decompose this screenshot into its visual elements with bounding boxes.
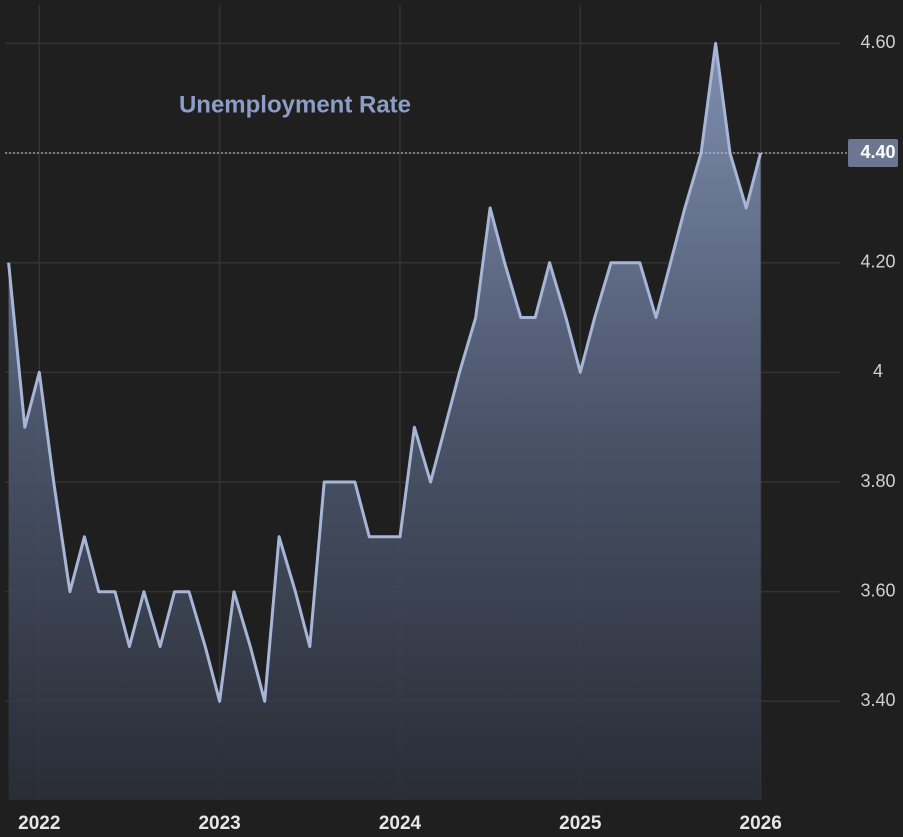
x-tick-label: 2022 <box>18 813 60 834</box>
y-tick-label: 4.20 <box>860 251 895 271</box>
y-tick-label: 4.40 <box>860 142 895 162</box>
last-value-box <box>848 139 898 168</box>
x-tick-label: 2024 <box>379 813 422 834</box>
line <box>7 41 763 703</box>
x-tick-label: 2025 <box>559 813 602 834</box>
x-tick-label: 2026 <box>740 813 782 834</box>
y-tick-label: 4 <box>873 361 883 381</box>
y-tick-label: 4.60 <box>860 32 895 52</box>
area <box>8 43 761 800</box>
y-tick-label: 3.60 <box>860 580 895 600</box>
chart-title: Unemployment Rate <box>179 91 411 118</box>
y-tick-label: 3.80 <box>860 471 895 491</box>
x-tick-label: 2023 <box>198 813 240 834</box>
y-tick-label: 3.40 <box>860 690 895 710</box>
